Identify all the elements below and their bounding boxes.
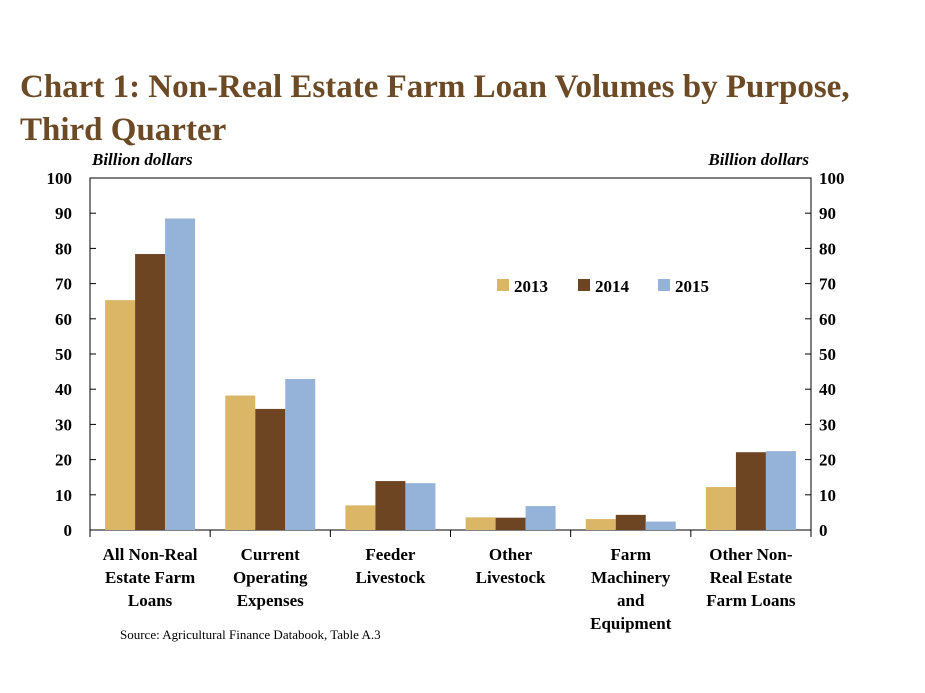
- bar-2015-4: [645, 521, 676, 530]
- left-y-tick-label: 90: [55, 204, 72, 223]
- left-axis-unit-label: Billion dollars: [91, 150, 193, 169]
- legend-label-2015: 2015: [675, 277, 709, 296]
- left-y-tick-label: 60: [55, 310, 72, 329]
- category-label-line: Equipment: [590, 614, 672, 633]
- left-y-tick-label: 70: [55, 275, 72, 294]
- category-label-4: Farm Machinery and Equipment: [590, 545, 672, 633]
- category-label-line: Other: [489, 545, 533, 564]
- legend-swatch-2015: [658, 279, 670, 291]
- legend: 2013 2014 2015: [497, 277, 709, 296]
- bar-2015-2: [405, 483, 436, 530]
- category-label-line: Operating: [233, 568, 308, 587]
- right-y-tick-label: 50: [819, 345, 836, 364]
- category-label-line: Current: [241, 545, 301, 564]
- bar-2013-4: [585, 519, 616, 530]
- category-label-line: Farm: [610, 545, 651, 564]
- right-y-tick-label: 70: [819, 275, 836, 294]
- bar-2013-3: [465, 517, 496, 530]
- category-label-line: Other Non-: [709, 545, 793, 564]
- chart-title: Chart 1: Non-Real Estate Farm Loan Volum…: [20, 69, 850, 148]
- category-label-line: Real Estate: [710, 568, 793, 587]
- category-label-line: Expenses: [237, 591, 304, 610]
- bar-2014-3: [495, 517, 526, 530]
- category-label-3: Other Livestock: [476, 545, 546, 587]
- category-label-1: Current Operating Expenses: [233, 545, 308, 610]
- left-y-tick-label: 40: [55, 380, 72, 399]
- category-label-line: Loans: [128, 591, 173, 610]
- legend-swatch-2014: [578, 279, 590, 291]
- bar-2015-0: [165, 218, 196, 531]
- category-label-line: All Non-Real: [103, 545, 198, 564]
- right-y-tick-label: 40: [819, 380, 836, 399]
- bar-2013-5: [705, 487, 736, 530]
- legend-label-2013: 2013: [514, 277, 548, 296]
- right-y-tick-label: 60: [819, 310, 836, 329]
- category-label-line: Livestock: [476, 568, 546, 587]
- category-labels: All Non-Real Estate Farm Loans Current Opera…: [103, 545, 796, 633]
- bar-2015-5: [765, 451, 796, 530]
- category-label-line: Farm Loans: [706, 591, 796, 610]
- bar-marks: [105, 218, 796, 531]
- category-label-2: Feeder Livestock: [355, 545, 425, 587]
- left-y-tick-label: 80: [55, 239, 72, 258]
- bar-2013-0: [105, 300, 136, 530]
- plot-frame: [89, 177, 812, 531]
- left-y-tick-label: 20: [55, 451, 72, 470]
- right-y-tick-label: 100: [819, 169, 845, 188]
- legend-swatch-2013: [497, 279, 509, 291]
- right-y-tick-label: 90: [819, 204, 836, 223]
- right-y-tick-label: 80: [819, 239, 836, 258]
- bar-2014-1: [255, 408, 286, 530]
- source-note: Source: Agricultural Finance Databook, T…: [120, 627, 381, 642]
- bar-2014-0: [135, 254, 166, 531]
- category-label-line: Feeder: [365, 545, 415, 564]
- category-label-line: Machinery: [591, 568, 671, 587]
- bar-2013-2: [345, 505, 376, 530]
- bar-2014-2: [375, 481, 406, 530]
- left-y-tick-label: 10: [55, 486, 72, 505]
- left-y-tick-label: 50: [55, 345, 72, 364]
- bar-2014-5: [735, 452, 766, 530]
- right-y-tick-label: 20: [819, 451, 836, 470]
- right-axis-unit-label: Billion dollars: [707, 150, 809, 169]
- bar-2015-1: [285, 378, 316, 530]
- left-y-tick-label: 30: [55, 415, 72, 434]
- category-label-line: Estate Farm: [105, 568, 195, 587]
- right-y-tick-label: 10: [819, 486, 836, 505]
- bar-2015-3: [525, 506, 556, 530]
- bar-2014-4: [615, 514, 646, 530]
- category-label-5: Other Non- Real Estate Farm Loans: [706, 545, 796, 610]
- right-y-tick-label: 30: [819, 415, 836, 434]
- category-label-0: All Non-Real Estate Farm Loans: [103, 545, 198, 610]
- category-label-line: Livestock: [355, 568, 425, 587]
- category-label-line: and: [617, 591, 645, 610]
- legend-label-2014: 2014: [595, 277, 630, 296]
- axis-ticks: 0 0 10 10 20 20 30 30 40 40 50 50 60 60 70 70 80 80 90 90 10…: [47, 169, 845, 540]
- left-y-tick-label: 100: [47, 169, 73, 188]
- left-y-tick-label: 0: [64, 521, 73, 540]
- right-y-tick-label: 0: [819, 521, 828, 540]
- bar-2013-1: [225, 395, 256, 530]
